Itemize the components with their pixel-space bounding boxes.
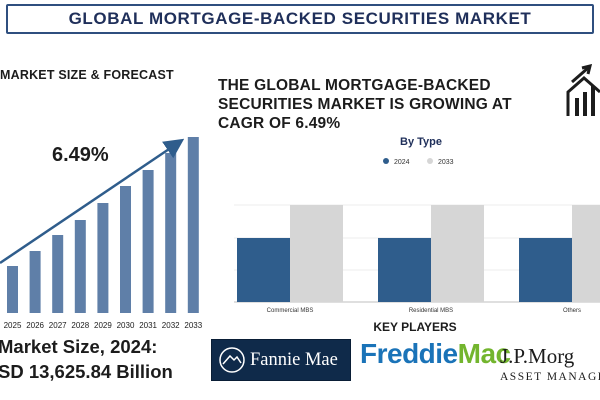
freddie-mac-logo: FreddieMac xyxy=(360,338,511,370)
market-size-line1: Market Size, 2024: xyxy=(0,336,158,357)
legend-swatch xyxy=(427,158,433,164)
legend-label: 2024 xyxy=(394,159,410,166)
growth-arrow xyxy=(0,138,185,265)
forecast-bar xyxy=(120,186,131,313)
forecast-chart: 2025 2026 2027 2028 2029 2030 2031 2032 2033 xyxy=(0,137,203,330)
asset-management-text: ASSET MANAGE xyxy=(500,371,600,383)
page-title: GLOBAL MORTGAGE-BACKED SECURITIES MARKET xyxy=(6,4,594,34)
forecast-title: MARKET SIZE & FORECAST xyxy=(0,68,174,82)
cagr-label: 6.49% xyxy=(52,144,109,166)
jpmorgan-logo: J.P.Morg ASSET MANAGE xyxy=(500,344,600,383)
fannie-mae-text: Fannie Mae xyxy=(250,349,338,370)
forecast-bar xyxy=(29,251,41,313)
market-size: Market Size, 2024: SD 13,625.84 Billion xyxy=(0,336,173,383)
type-bar xyxy=(237,237,290,302)
legend-swatch xyxy=(383,158,389,164)
type-category-label: Commercial MBS xyxy=(267,308,314,314)
headline: THE GLOBAL MORTGAGE-BACKED SECURITIES MA… xyxy=(218,77,512,132)
legend-label: 2033 xyxy=(438,159,454,166)
type-chart-title: By Type xyxy=(400,136,442,148)
type-bar xyxy=(431,205,484,302)
key-players-title: KEY PLAYERS xyxy=(373,320,457,334)
type-category-label: Residential MBS xyxy=(409,308,453,314)
type-bar xyxy=(572,205,600,302)
freddie-text: Freddie xyxy=(360,338,458,369)
forecast-tick-label: 2031 xyxy=(139,321,157,330)
house-growth-icon xyxy=(566,64,600,116)
type-category-label: Others xyxy=(563,308,581,314)
forecast-bar xyxy=(74,220,86,313)
forecast-tick-label: 2030 xyxy=(117,321,135,330)
forecast-tick-label: 2026 xyxy=(26,321,44,330)
forecast-tick-label: 2027 xyxy=(49,321,67,330)
forecast-bar xyxy=(142,170,154,313)
forecast-bar xyxy=(52,235,64,313)
forecast-bar xyxy=(97,203,109,313)
market-size-line2: SD 13,625.84 Billion xyxy=(0,361,173,382)
forecast-bar xyxy=(7,266,18,313)
forecast-tick-label: 2025 xyxy=(4,321,22,330)
forecast-tick-label: 2032 xyxy=(162,321,180,330)
jpmorgan-text: J.P.Morg xyxy=(500,344,575,368)
type-bar xyxy=(519,237,572,302)
forecast-tick-label: 2028 xyxy=(71,321,89,330)
type-chart: 2024 2033 Commercial MBS Residential MBS Ot… xyxy=(234,158,600,314)
fannie-mae-emblem-icon xyxy=(219,347,245,373)
page-title-text: GLOBAL MORTGAGE-BACKED SECURITIES MARKET xyxy=(68,9,532,28)
forecast-tick-label: 2033 xyxy=(184,321,202,330)
type-bar xyxy=(290,205,343,302)
forecast-bar xyxy=(187,137,199,313)
forecast-bar xyxy=(165,153,177,313)
forecast-tick-label: 2029 xyxy=(94,321,112,330)
type-bar xyxy=(378,237,431,302)
mac-text: Mac xyxy=(457,338,511,369)
fannie-mae-logo: Fannie Mae xyxy=(211,339,351,381)
